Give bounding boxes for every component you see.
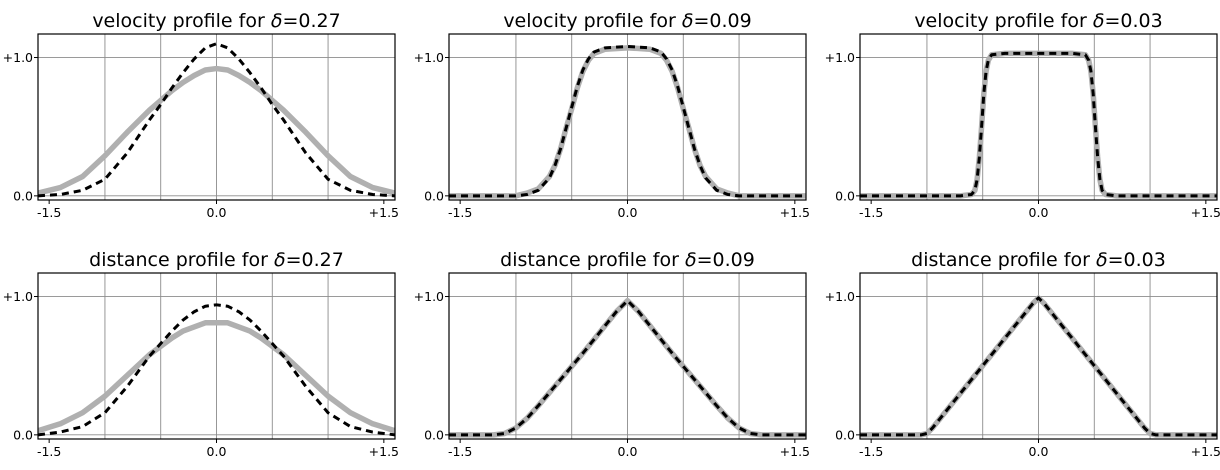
series-dashed-line bbox=[38, 42, 395, 198]
x-tick-label: -1.5 bbox=[859, 444, 883, 459]
x-tick-label: -1.5 bbox=[37, 444, 61, 459]
series-solid-line bbox=[38, 65, 395, 196]
y-tick-label: 0.0 bbox=[424, 427, 444, 442]
x-tick-label: +1.5 bbox=[1191, 205, 1220, 220]
x-tick-label: +1.5 bbox=[1191, 444, 1220, 459]
x-tick-label: +1.5 bbox=[780, 205, 810, 220]
y-tick-label: +1.0 bbox=[825, 289, 855, 304]
x-tick-label: 0.0 bbox=[1029, 444, 1049, 459]
panel-title: distance profile for δ=0.27 bbox=[89, 249, 344, 271]
y-tick-label: 0.0 bbox=[13, 188, 33, 203]
y-tick-label: 0.0 bbox=[835, 188, 855, 203]
series-dashed-line bbox=[449, 299, 806, 437]
y-tick-label: 0.0 bbox=[13, 427, 33, 442]
panel-1: -1.5 0.0 +1.5 0.0 +1.0 velocity profile for δ… bbox=[3, 10, 399, 220]
panel-title: distance profile for δ=0.03 bbox=[911, 249, 1166, 271]
panel-title: velocity profile for δ=0.03 bbox=[914, 10, 1162, 32]
series-dashed-line bbox=[449, 44, 806, 198]
panel-title: distance profile for δ=0.09 bbox=[500, 249, 755, 271]
x-tick-label: 0.0 bbox=[207, 444, 227, 459]
x-tick-label: 0.0 bbox=[207, 205, 227, 220]
panel-4: -1.5 0.0 +1.5 0.0 +1.0 distance profile for δ… bbox=[3, 249, 399, 459]
y-tick-label: +1.0 bbox=[825, 50, 855, 65]
x-tick-label: 0.0 bbox=[1029, 205, 1049, 220]
x-tick-label: -1.5 bbox=[448, 444, 472, 459]
y-tick-label: 0.0 bbox=[424, 188, 444, 203]
y-tick-label: +1.0 bbox=[3, 50, 33, 65]
panel-title: velocity profile for δ=0.09 bbox=[503, 10, 751, 32]
y-tick-label: +1.0 bbox=[414, 289, 444, 304]
panel-3: -1.5 0.0 +1.5 0.0 +1.0 velocity profile for δ… bbox=[825, 10, 1220, 220]
x-tick-label: 0.0 bbox=[618, 444, 638, 459]
panel-title: velocity profile for δ=0.27 bbox=[92, 10, 340, 32]
x-tick-label: -1.5 bbox=[448, 205, 472, 220]
series-solid-line bbox=[38, 320, 395, 434]
x-tick-label: 0.0 bbox=[618, 205, 638, 220]
y-tick-label: 0.0 bbox=[835, 427, 855, 442]
x-tick-label: +1.5 bbox=[369, 205, 399, 220]
panel-6: -1.5 0.0 +1.5 0.0 +1.0 distance profile for δ… bbox=[825, 249, 1220, 459]
x-tick-label: +1.5 bbox=[780, 444, 810, 459]
panel-5: -1.5 0.0 +1.5 0.0 +1.0 distance profile for δ… bbox=[414, 249, 810, 459]
series-dashed-line bbox=[860, 51, 1217, 198]
panel-2: -1.5 0.0 +1.5 0.0 +1.0 velocity profile for δ… bbox=[414, 10, 810, 220]
y-tick-label: +1.0 bbox=[414, 50, 444, 65]
series-dashed-line bbox=[860, 296, 1217, 437]
x-tick-label: +1.5 bbox=[369, 444, 399, 459]
series-dashed-line bbox=[38, 303, 395, 437]
x-tick-label: -1.5 bbox=[37, 205, 61, 220]
y-tick-label: +1.0 bbox=[3, 289, 33, 304]
x-tick-label: -1.5 bbox=[859, 205, 883, 220]
